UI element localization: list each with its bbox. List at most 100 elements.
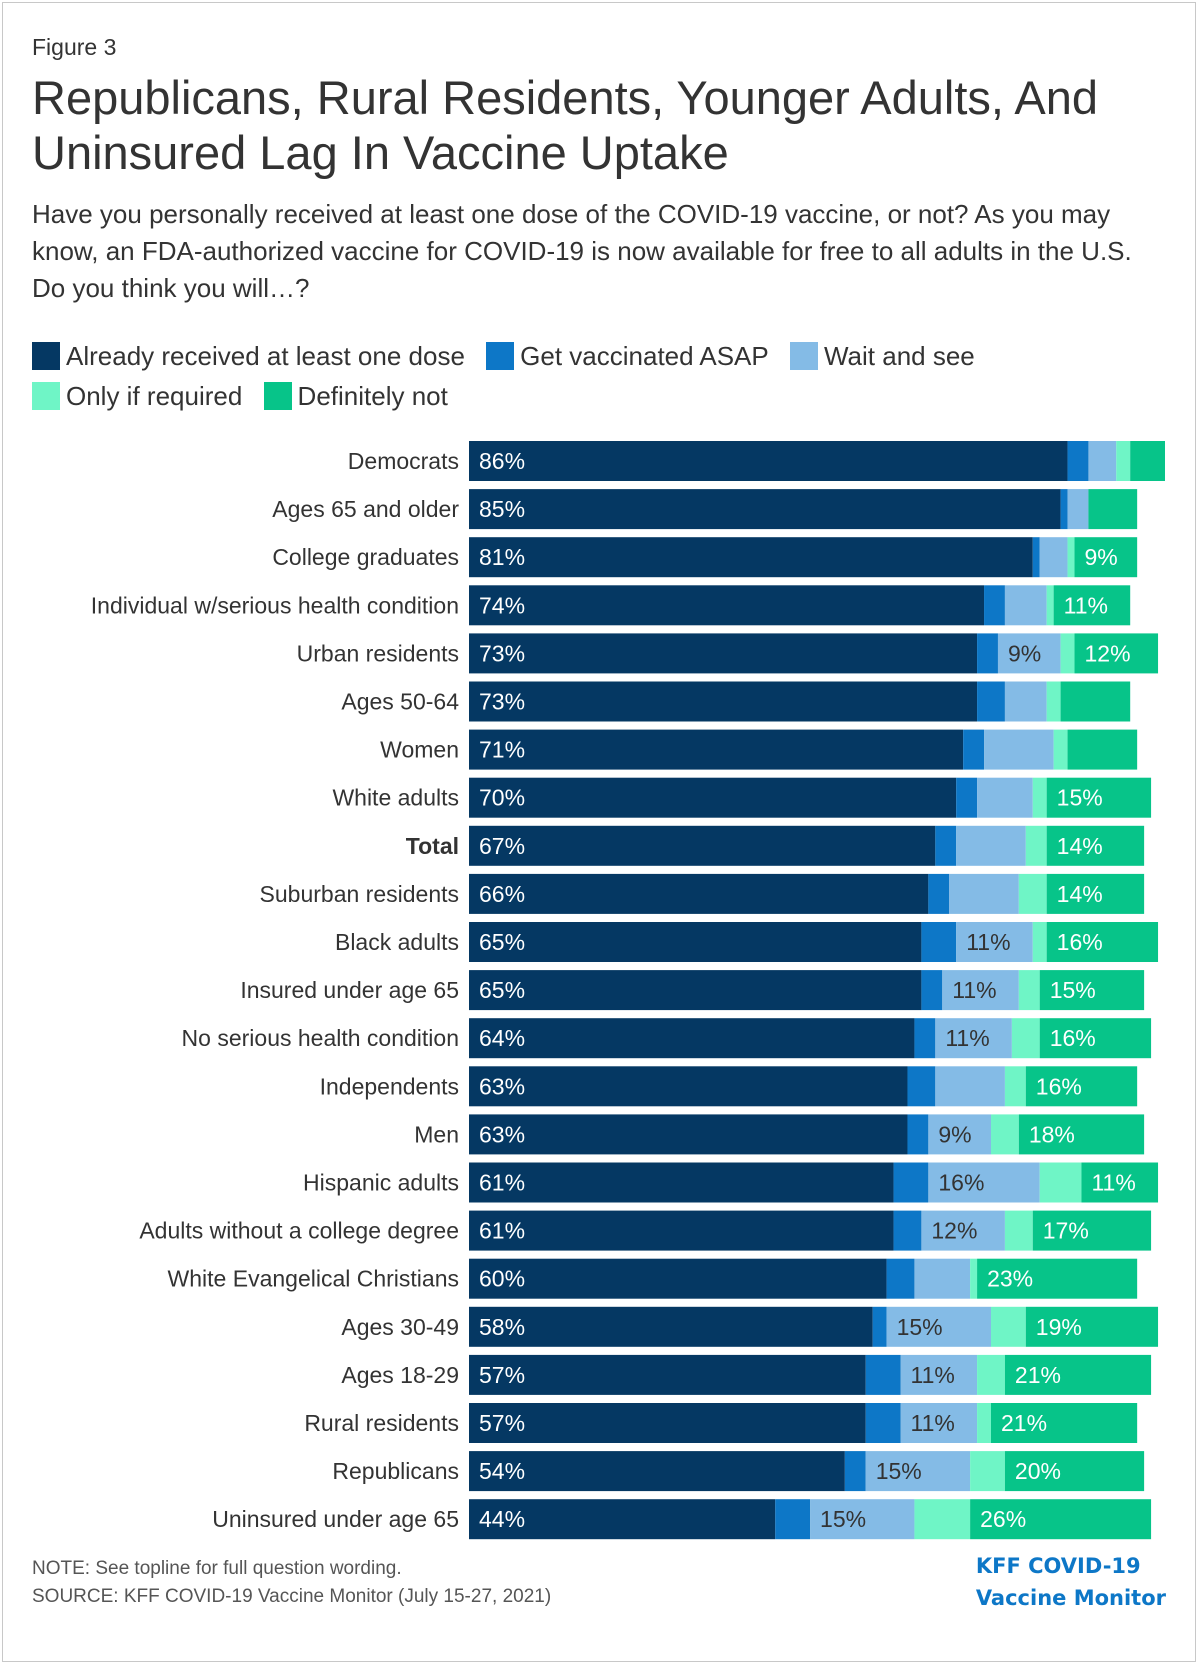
value-label-definitely-not-hispanic-adults: 11% bbox=[1091, 1170, 1135, 1196]
bar-asap-women bbox=[963, 729, 985, 770]
value-label-already-white-adults: 70% bbox=[479, 785, 525, 811]
bar-wait-college-graduates bbox=[1039, 537, 1068, 578]
bar-wait-total bbox=[956, 825, 1026, 866]
bar-wait-republicans bbox=[865, 1451, 971, 1492]
category-label-black-adults: Black adults bbox=[335, 929, 459, 955]
bar-already-independents bbox=[469, 1066, 908, 1107]
bar-definitely-not-white-evangelical-christians bbox=[977, 1258, 1138, 1299]
bar-already-suburban-residents bbox=[469, 873, 929, 914]
bar-definitely-not-ages-18-29 bbox=[1004, 1354, 1152, 1395]
legend-label-wait: Wait and see bbox=[823, 341, 975, 371]
bar-only-if-required-women bbox=[1053, 729, 1068, 770]
value-label-already-women: 71% bbox=[479, 737, 525, 763]
bar-only-if-required-independents bbox=[1004, 1066, 1026, 1107]
bar-definitely-not-no-serious-health-condition bbox=[1039, 1018, 1152, 1059]
value-label-definitely-not-independents: 16% bbox=[1036, 1073, 1082, 1099]
category-label-no-serious-health-condition: No serious health condition bbox=[182, 1025, 459, 1051]
bar-only-if-required-black-adults bbox=[1032, 922, 1047, 962]
bar-definitely-not-ages-30-49 bbox=[1025, 1306, 1159, 1347]
value-label-definitely-not-republicans: 20% bbox=[1015, 1458, 1061, 1484]
bar-definitely-not-urban-residents bbox=[1074, 633, 1159, 674]
value-label-wait-men: 9% bbox=[938, 1121, 971, 1147]
category-label-ages-65-and-older: Ages 65 and older bbox=[272, 496, 459, 522]
value-label-definitely-not-total: 14% bbox=[1057, 833, 1103, 859]
bar-only-if-required-uninsured-under-age-65 bbox=[914, 1499, 971, 1540]
value-label-definitely-not-ages-18-29: 21% bbox=[1015, 1362, 1061, 1388]
value-label-definitely-not-white-adults: 15% bbox=[1057, 785, 1103, 811]
legend-swatch-only-if-required bbox=[32, 382, 60, 410]
category-label-white-adults: White adults bbox=[332, 785, 459, 811]
bar-definitely-not-hispanic-adults bbox=[1081, 1162, 1159, 1203]
bar-only-if-required-ages-18-29 bbox=[977, 1354, 1005, 1395]
value-label-already-independents: 63% bbox=[479, 1073, 525, 1099]
value-label-already-republicans: 54% bbox=[479, 1458, 525, 1484]
bar-definitely-not-republicans bbox=[1004, 1451, 1145, 1492]
bar-wait-women bbox=[984, 729, 1054, 770]
bar-only-if-required-ages-50-64 bbox=[1046, 681, 1061, 722]
value-label-already-ages-50-64: 73% bbox=[479, 689, 525, 715]
bar-definitely-not-black-adults bbox=[1046, 922, 1159, 962]
figure-label: Figure 3 bbox=[32, 34, 117, 60]
bar-asap-urban-residents bbox=[977, 633, 998, 674]
chart-legend: Already received at least one dose Get v… bbox=[32, 336, 1182, 416]
bar-already-rural-residents bbox=[469, 1403, 866, 1443]
bar-asap-white-evangelical-christians bbox=[886, 1258, 915, 1299]
bar-already-adults-without-a-college-degree bbox=[469, 1210, 894, 1251]
value-label-already-rural-residents: 57% bbox=[479, 1410, 525, 1436]
value-label-definitely-not-suburban-residents: 14% bbox=[1057, 881, 1103, 907]
bar-wait-hispanic-adults bbox=[928, 1162, 1040, 1203]
value-label-definitely-not-uninsured-under-age-65: 26% bbox=[980, 1506, 1026, 1532]
bar-only-if-required-republicans bbox=[970, 1451, 1005, 1492]
bar-already-men bbox=[469, 1114, 908, 1155]
value-label-definitely-not-black-adults: 16% bbox=[1057, 929, 1103, 955]
bar-asap-hispanic-adults bbox=[893, 1162, 929, 1203]
bar-asap-insured-under-age-65 bbox=[921, 970, 943, 1011]
bar-already-uninsured-under-age-65 bbox=[469, 1499, 776, 1540]
value-label-already-hispanic-adults: 61% bbox=[479, 1170, 525, 1196]
category-label-college-graduates: College graduates bbox=[272, 544, 459, 570]
value-label-definitely-not-white-evangelical-christians: 23% bbox=[987, 1266, 1033, 1292]
bar-already-ages-65-and-older bbox=[469, 489, 1061, 530]
bar-asap-uninsured-under-age-65 bbox=[775, 1499, 811, 1540]
bar-wait-independents bbox=[935, 1066, 1005, 1107]
footnotes: NOTE: See topline for full question word… bbox=[32, 1555, 551, 1611]
bar-already-no-serious-health-condition bbox=[469, 1018, 915, 1059]
value-label-already-insured-under-age-65: 65% bbox=[479, 977, 525, 1003]
category-label-rural-residents: Rural residents bbox=[304, 1410, 459, 1436]
source-text: SOURCE: KFF COVID-19 Vaccine Monitor (Ju… bbox=[32, 1586, 552, 1607]
bar-only-if-required-individual-w-serious-health-condition bbox=[1046, 585, 1054, 626]
bar-wait-individual-w-serious-health-condition bbox=[1004, 585, 1047, 626]
value-label-already-ages-30-49: 58% bbox=[479, 1314, 525, 1340]
category-label-uninsured-under-age-65: Uninsured under age 65 bbox=[212, 1506, 459, 1532]
bar-asap-democrats bbox=[1067, 441, 1089, 481]
bar-wait-men bbox=[928, 1114, 991, 1155]
value-label-wait-republicans: 15% bbox=[876, 1458, 922, 1484]
bar-asap-republicans bbox=[844, 1451, 866, 1492]
legend-swatch-wait bbox=[789, 342, 818, 370]
note-text: NOTE: See topline for full question word… bbox=[32, 1558, 402, 1579]
bar-only-if-required-hispanic-adults bbox=[1039, 1162, 1082, 1203]
bar-only-if-required-white-evangelical-christians bbox=[970, 1258, 978, 1299]
value-label-definitely-not-ages-30-49: 19% bbox=[1036, 1314, 1082, 1340]
bar-only-if-required-democrats bbox=[1116, 441, 1131, 481]
bar-wait-democrats bbox=[1088, 441, 1117, 481]
bar-asap-ages-65-and-older bbox=[1060, 489, 1068, 530]
bar-asap-ages-30-49 bbox=[872, 1306, 887, 1347]
value-label-definitely-not-urban-residents: 12% bbox=[1085, 640, 1131, 666]
value-label-already-democrats: 86% bbox=[479, 448, 525, 474]
bar-only-if-required-adults-without-a-college-degree bbox=[1004, 1210, 1033, 1251]
bar-definitely-not-rural-residents bbox=[991, 1403, 1138, 1443]
value-label-definitely-not-no-serious-health-condition: 16% bbox=[1050, 1025, 1096, 1051]
bar-already-republicans bbox=[469, 1451, 845, 1492]
legend-label-already: Already received at least one dose bbox=[66, 341, 465, 371]
bar-wait-insured-under-age-65 bbox=[942, 970, 1019, 1011]
bar-wait-urban-residents bbox=[997, 633, 1061, 674]
bar-only-if-required-urban-residents bbox=[1060, 633, 1075, 674]
legend-item-definitely-not: Definitely not bbox=[263, 376, 448, 416]
bar-definitely-not-democrats bbox=[1130, 441, 1165, 481]
bar-asap-adults-without-a-college-degree bbox=[893, 1210, 922, 1251]
value-label-already-individual-w-serious-health-condition: 74% bbox=[479, 592, 525, 618]
bar-asap-ages-18-29 bbox=[865, 1354, 901, 1395]
bar-only-if-required-total bbox=[1025, 825, 1047, 866]
value-label-already-white-evangelical-christians: 60% bbox=[479, 1266, 525, 1292]
